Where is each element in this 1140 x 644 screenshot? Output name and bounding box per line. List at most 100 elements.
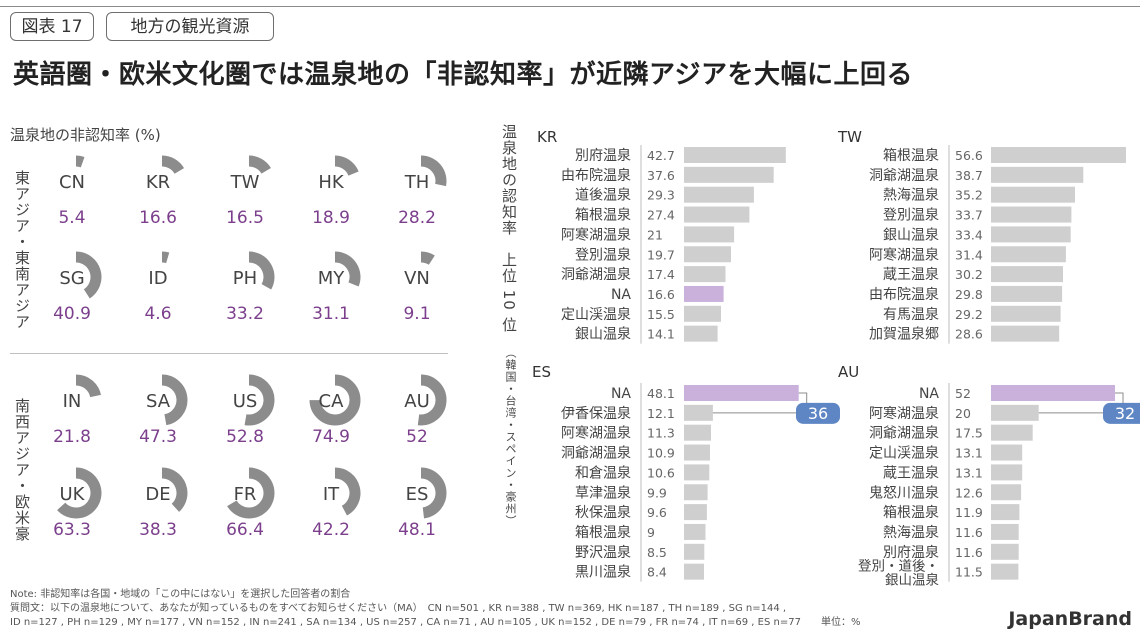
bar-label-kr-6: 洞爺湖温泉 <box>561 266 631 283</box>
bar-value-tw-1: 38.7 <box>955 168 983 183</box>
bar-tw-0 <box>991 147 1126 163</box>
bar-label-es-4: 和倉温泉 <box>575 464 631 481</box>
bar-value-kr-4: 21 <box>647 227 663 242</box>
bar-value-kr-8: 15.5 <box>647 307 675 322</box>
callout-leader-au <box>1115 392 1124 404</box>
bar-label-au-9-line2: 銀山温泉 <box>885 572 939 589</box>
bar-tw-8 <box>991 305 1061 322</box>
bar-label-es-1: 伊香保温泉 <box>561 405 631 422</box>
gauge-value-ph: 33.2 <box>226 304 264 324</box>
bar-label-tw-7: 由布院温泉 <box>869 286 939 303</box>
bar-label-tw-4: 銀山温泉 <box>883 226 939 243</box>
bar-tw-6 <box>991 266 1063 283</box>
gauge-code-my: MY <box>318 268 346 289</box>
callout-badge-es <box>796 402 840 424</box>
bar-label-es-2: 阿寒湖温泉 <box>561 425 631 442</box>
bar-label-au-9: 登別・道後・ <box>858 559 939 575</box>
gauge-arc-vn <box>420 251 435 266</box>
bar-au-1 <box>991 404 1039 421</box>
bar-value-es-3: 10.9 <box>647 446 675 461</box>
bar-tw-4 <box>991 226 1071 243</box>
bar-label-kr-0: 別府温泉 <box>575 147 631 164</box>
gauge-code-vn: VN <box>404 268 430 289</box>
gauge-value-de: 38.3 <box>139 520 177 540</box>
bar-es-2 <box>684 424 711 441</box>
gauge-code-sg: SG <box>59 268 84 289</box>
gauge-value-my: 31.1 <box>312 304 350 324</box>
bar-value-au-6: 11.9 <box>955 505 983 520</box>
gauge-value-tw: 16.5 <box>226 208 264 228</box>
bar-value-tw-8: 29.2 <box>955 307 983 322</box>
bar-value-tw-0: 56.6 <box>955 148 983 163</box>
bar-value-au-2: 17.5 <box>955 426 983 441</box>
bar-value-es-1: 12.1 <box>647 406 675 421</box>
callout-value-au: 32 <box>1115 404 1135 423</box>
bar-label-kr-1: 由布院温泉 <box>561 167 631 184</box>
bar-value-tw-9: 28.6 <box>955 327 983 342</box>
bar-value-tw-4: 33.4 <box>955 227 983 242</box>
gauge-arc-it <box>334 467 361 516</box>
gauge-arc-kr <box>161 155 185 175</box>
bar-tw-9 <box>991 325 1060 342</box>
bar-es-5 <box>684 484 708 501</box>
bar-es-8 <box>684 543 705 560</box>
gauge-arc-uk <box>57 467 102 519</box>
bar-es-1 <box>684 404 713 421</box>
footnote: Note: 非認知率は各国・地域の「この中にはない」を選択した回答者の割合 <box>10 589 351 600</box>
gauge-value-sa: 47.3 <box>139 427 177 447</box>
bar-value-tw-2: 35.2 <box>955 188 983 203</box>
bar-kr-5 <box>684 246 731 263</box>
bar-value-au-5: 12.6 <box>955 485 983 500</box>
bar-au-6 <box>991 504 1020 521</box>
bar-value-tw-6: 30.2 <box>955 267 983 282</box>
gauge-value-us: 52.8 <box>226 427 264 447</box>
bar-label-tw-2: 熱海温泉 <box>883 187 939 204</box>
bar-value-es-9: 8.4 <box>647 565 667 580</box>
bar-tw-2 <box>991 186 1075 203</box>
bar-label-au-4: 蔵王温泉 <box>883 464 939 481</box>
bar-label-es-3: 洞爺湖温泉 <box>561 445 631 462</box>
bar-es-7 <box>684 523 706 540</box>
gauge-arc-de <box>161 467 188 512</box>
bar-au-3 <box>991 444 1023 461</box>
bar-tw-3 <box>991 206 1072 223</box>
gauge-arc-tw <box>248 155 271 175</box>
bar-label-tw-1: 洞爺湖温泉 <box>869 167 939 184</box>
bar-kr-7 <box>684 285 724 302</box>
bar-kr-4 <box>684 226 735 243</box>
bar-au-9 <box>991 563 1019 580</box>
bar-kr-2 <box>684 186 754 203</box>
bar-value-au-7: 11.6 <box>955 525 983 540</box>
gauge-code-id: ID <box>148 268 167 289</box>
gauge-code-ph: PH <box>233 268 257 289</box>
bar-value-kr-7: 16.6 <box>647 287 675 302</box>
bar-label-au-0: NA <box>919 386 939 402</box>
bar-value-au-9: 11.5 <box>955 565 983 580</box>
chart-title-au: AU <box>838 363 859 381</box>
gauge-code-hk: HK <box>318 172 345 193</box>
bar-es-4 <box>684 464 710 481</box>
bar-es-0 <box>684 385 799 401</box>
bar-label-kr-9: 銀山温泉 <box>575 326 631 343</box>
top-rule <box>0 6 1140 7</box>
bar-label-es-6: 秋保温泉 <box>575 504 631 521</box>
bar-label-au-1: 阿寒湖温泉 <box>869 405 939 422</box>
gauge-value-cn: 5.4 <box>58 208 85 228</box>
bar-kr-9 <box>684 325 718 342</box>
gauge-code-tw: TW <box>230 172 260 193</box>
bar-label-kr-5: 登別温泉 <box>575 246 631 263</box>
bar-value-au-0: 52 <box>955 386 971 401</box>
gauge-value-es: 48.1 <box>398 520 436 540</box>
gauge-code-ca: CA <box>319 391 345 412</box>
gauge-code-it: IT <box>323 484 340 505</box>
bar-label-kr-2: 道後温泉 <box>575 187 631 204</box>
bar-tw-7 <box>991 285 1063 302</box>
gauge-code-us: US <box>233 391 258 412</box>
bar-value-es-4: 10.6 <box>647 465 675 480</box>
gauge-arc-us <box>244 374 275 426</box>
gauge-value-id: 4.6 <box>144 304 171 324</box>
bar-value-es-7: 9 <box>647 525 655 540</box>
bar-value-kr-2: 29.3 <box>647 188 675 203</box>
gauge-value-kr: 16.6 <box>139 208 177 228</box>
